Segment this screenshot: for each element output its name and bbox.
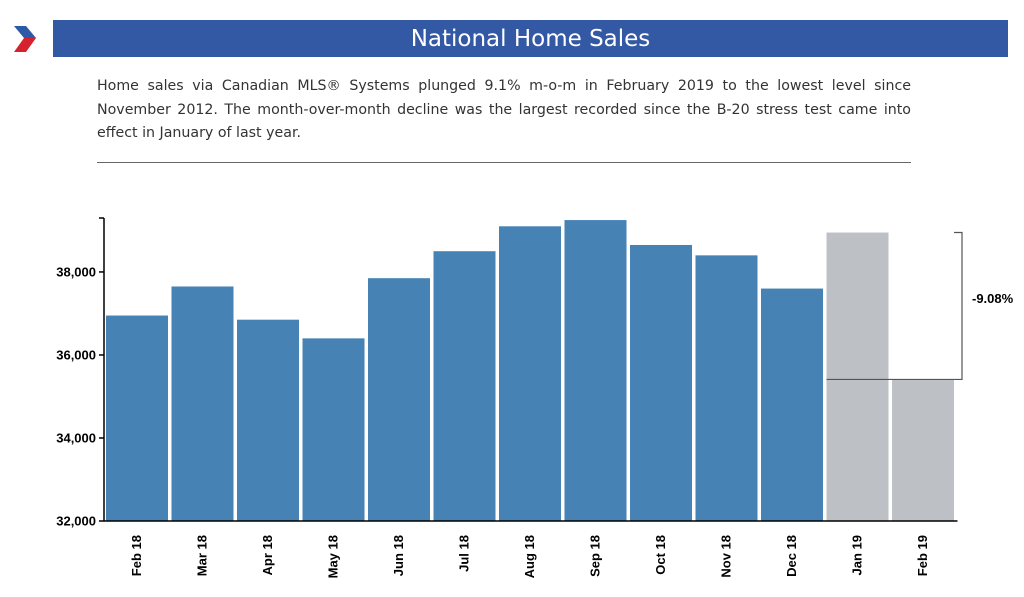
x-tick-label: Oct 18 xyxy=(653,535,668,575)
y-tick-label: 36,000 xyxy=(56,347,96,362)
page-title: National Home Sales xyxy=(53,20,1008,57)
y-axis: 32,000 34,000 36,000 38,000 xyxy=(56,217,958,529)
section-divider xyxy=(97,162,911,163)
y-tick-label: 32,000 xyxy=(56,514,96,529)
x-tick-label: Dec 18 xyxy=(784,535,799,577)
bar-may-18 xyxy=(302,338,365,521)
x-tick-label: May 18 xyxy=(326,535,341,578)
x-axis-labels: Feb 18 Mar 18 Apr 18 May 18 Jun 18 Jul 18 Aug … xyxy=(129,535,930,578)
logo-top-shape xyxy=(14,26,36,38)
bar-feb-19 xyxy=(892,379,954,521)
x-tick-label: Jan 19 xyxy=(850,535,865,575)
y-tick-label: 38,000 xyxy=(56,264,96,279)
x-tick-label: Jul 18 xyxy=(457,535,472,572)
annotation-label: -9.08% xyxy=(972,291,1014,306)
bar-apr-18 xyxy=(237,319,299,521)
x-tick-label: Feb 18 xyxy=(129,535,144,576)
y-tick-label: 34,000 xyxy=(56,430,96,445)
annotation-bracket xyxy=(826,231,963,381)
x-tick-label: Feb 19 xyxy=(915,535,930,576)
logo-bottom-shape xyxy=(14,38,36,52)
bar-sep-18 xyxy=(564,220,627,521)
bar-nov-18 xyxy=(695,255,758,521)
brand-logo xyxy=(10,20,42,60)
bar-feb-18 xyxy=(106,315,168,521)
bar-mar-18 xyxy=(171,286,234,521)
x-tick-label: Mar 18 xyxy=(195,535,210,576)
bar-jan-19 xyxy=(826,232,889,521)
x-tick-label: Aug 18 xyxy=(522,535,537,578)
bar-dec-18 xyxy=(761,288,823,521)
bars-group xyxy=(106,220,954,522)
bar-aug-18 xyxy=(499,226,561,521)
x-tick-label: Sep 18 xyxy=(588,535,603,577)
chart-description: Home sales via Canadian MLS® Systems plu… xyxy=(97,78,911,141)
x-tick-label: Apr 18 xyxy=(260,535,275,575)
x-tick-label: Nov 18 xyxy=(719,535,734,578)
x-tick-label: Jun 18 xyxy=(391,535,406,576)
bar-jul-18 xyxy=(433,251,496,521)
change-annotation: -9.08% xyxy=(826,231,1014,381)
bar-oct-18 xyxy=(630,244,692,522)
bar-jun-18 xyxy=(368,278,430,521)
